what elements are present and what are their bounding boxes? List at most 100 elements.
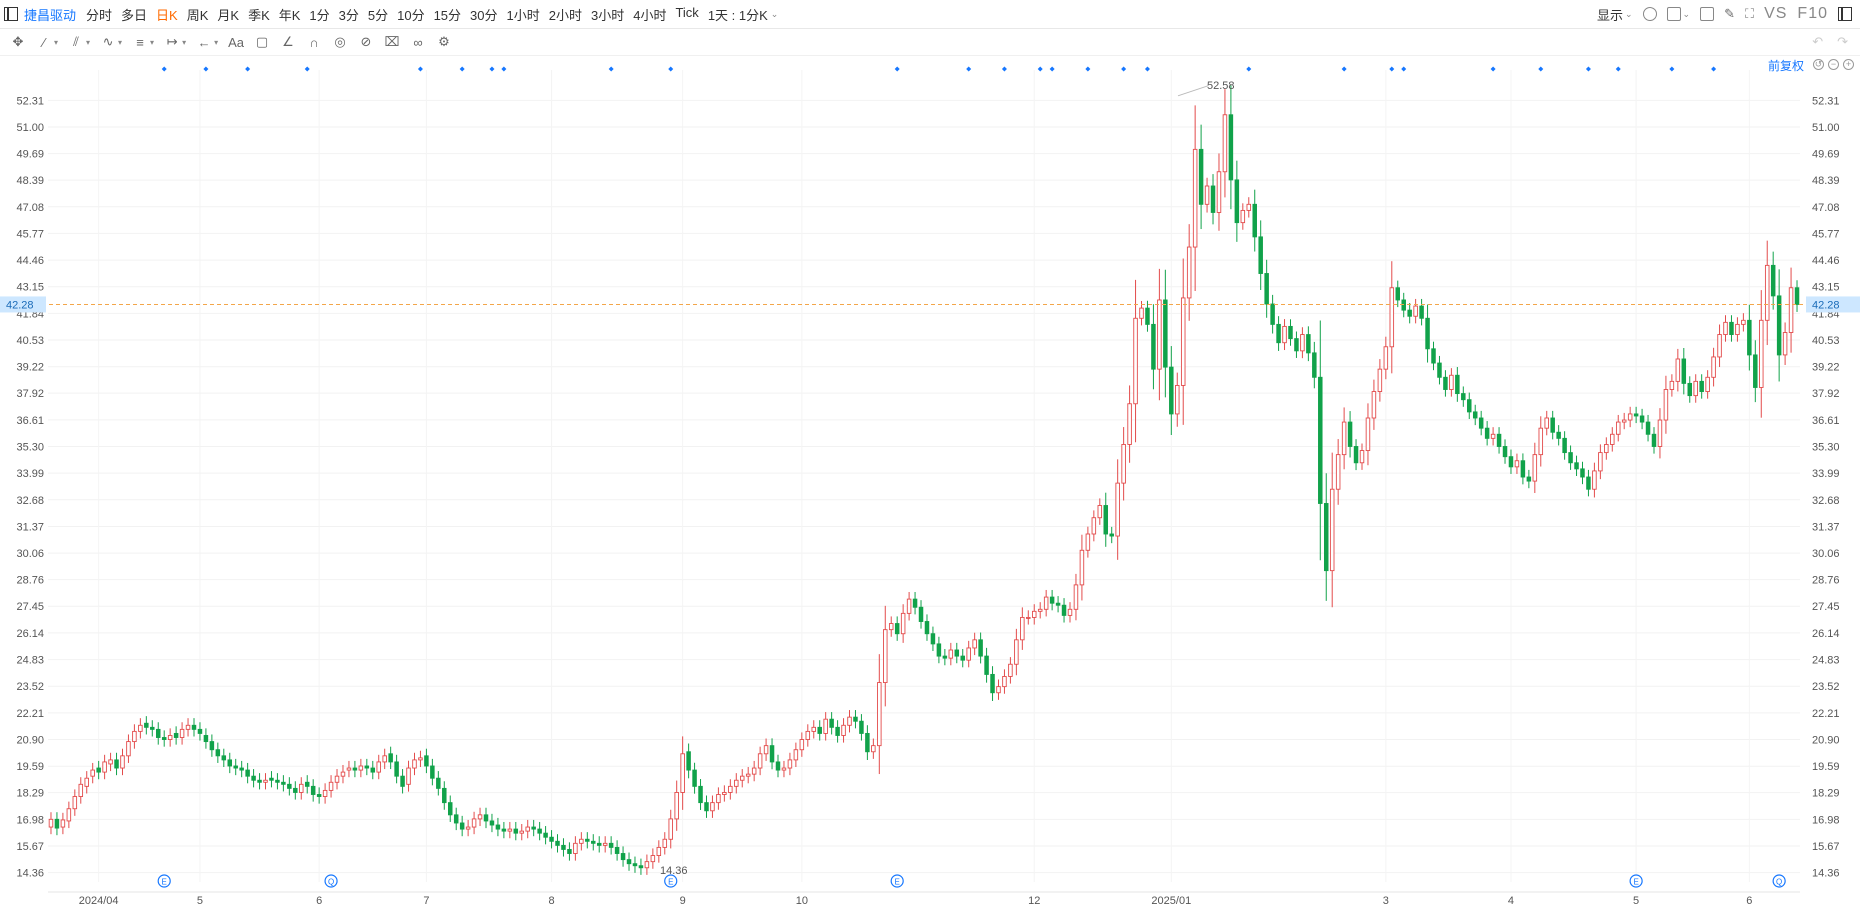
delete-tool[interactable]: ⌧: [384, 34, 400, 50]
x-tick-label: 3: [1383, 895, 1389, 907]
vs-button[interactable]: VS: [1764, 5, 1788, 22]
y-tick-label-left: 26.14: [16, 628, 44, 640]
candle-body: [1568, 452, 1573, 464]
candle-body: [1425, 317, 1430, 350]
event-marker-label: E: [895, 878, 900, 887]
candle-body: [596, 842, 602, 846]
period-tab[interactable]: 1分: [309, 7, 330, 23]
event-marker-label: E: [1633, 878, 1638, 887]
magnet-tool[interactable]: ∩: [306, 34, 322, 50]
stock-name[interactable]: 捷昌驱动: [24, 7, 77, 23]
camera-icon[interactable]: [1700, 7, 1715, 21]
candle-body: [805, 730, 811, 740]
candle-body: [948, 649, 954, 659]
period-tab[interactable]: 3分: [338, 7, 359, 23]
candle-body: [591, 840, 596, 844]
candle-body: [775, 761, 781, 771]
dividend-marker: [1144, 66, 1150, 72]
period-tab[interactable]: 2小时: [548, 7, 582, 23]
line-tool[interactable]: ∕ ▾: [36, 34, 58, 50]
candle-body: [471, 818, 477, 828]
pencil-icon[interactable]: ✎: [1724, 6, 1735, 21]
fullscreen-icon[interactable]: ⛶: [1744, 6, 1755, 21]
channel-tool[interactable]: ⫽ ▾: [68, 34, 90, 50]
period-tab[interactable]: 4小时: [633, 7, 667, 23]
candle-body: [912, 598, 918, 608]
arrow-tool[interactable]: ← ▾: [196, 34, 219, 50]
period-tab[interactable]: 多日: [121, 7, 148, 23]
candle-body: [1669, 380, 1675, 390]
wave-icon: ∿: [102, 34, 114, 49]
zoom-in-icon[interactable]: +: [1843, 59, 1854, 70]
undo-icon[interactable]: ↶: [1812, 34, 1824, 49]
candlestick-chart[interactable]: 52.31 52.31 51.00 51.00 49.69 49.69 48.39 48.39…: [0, 60, 1860, 912]
y-tick-label-left: 39.22: [16, 362, 44, 374]
period-tab[interactable]: 5分: [367, 7, 389, 23]
candle-body: [436, 777, 441, 789]
candle-body: [1764, 264, 1770, 321]
candle-body: [1759, 319, 1764, 388]
candle-body: [495, 824, 501, 830]
candle-body: [1592, 470, 1597, 490]
period-tab[interactable]: 分时: [86, 7, 113, 23]
settings-icon[interactable]: [1642, 7, 1657, 21]
candle-body: [1347, 421, 1353, 447]
fib-tool[interactable]: ≡ ▾: [132, 34, 154, 50]
comment-tool[interactable]: ▢: [254, 34, 270, 50]
candle-body: [1323, 503, 1329, 572]
period-tab[interactable]: 1小时: [506, 7, 540, 23]
dividend-marker: [668, 66, 674, 72]
candle-body: [942, 655, 948, 659]
y-tick-label-left: 22.21: [16, 708, 44, 720]
layout-icon: [1666, 7, 1681, 21]
period-tab[interactable]: 季K: [248, 7, 270, 23]
period-tab[interactable]: 月K: [217, 7, 240, 23]
f10-button[interactable]: F10: [1797, 5, 1828, 22]
candle-body: [1419, 305, 1424, 319]
zoom-out-icon[interactable]: −: [1828, 59, 1839, 70]
chevron-down-icon: ▾: [54, 37, 59, 47]
candle-body: [114, 759, 119, 769]
measure-tool[interactable]: ↦ ▾: [164, 34, 186, 50]
candle-body: [352, 767, 358, 771]
candle-body: [251, 775, 256, 781]
dividend-marker: [1037, 66, 1043, 72]
period-tab[interactable]: 周K: [186, 7, 209, 23]
period-tab[interactable]: 日K: [156, 7, 178, 23]
y-tick-label-left: 15.67: [16, 841, 44, 853]
period-tab[interactable]: 年K: [278, 7, 301, 23]
candle-body: [1043, 596, 1049, 610]
candle-body: [1252, 203, 1257, 238]
period-tab[interactable]: Tick: [675, 4, 699, 20]
right-panel-toggle-icon[interactable]: [1838, 7, 1852, 21]
layout-menu[interactable]: ⌄: [1666, 7, 1691, 21]
period-tab[interactable]: 3小时: [590, 7, 625, 23]
redo-icon[interactable]: ↷: [1837, 34, 1848, 49]
text-tool[interactable]: Aa: [228, 35, 244, 50]
wave-tool[interactable]: ∿ ▾: [100, 34, 122, 50]
candle-body: [1288, 325, 1293, 340]
period-tab[interactable]: 10分: [397, 7, 425, 23]
move-tool[interactable]: ✥: [10, 34, 26, 50]
period-tab[interactable]: 15分: [433, 7, 462, 23]
candle-body: [537, 828, 542, 834]
candle-body: [287, 783, 292, 789]
candle-body: [1073, 584, 1079, 610]
angle-tool[interactable]: ∠: [280, 34, 296, 50]
reset-icon[interactable]: ↺: [1813, 59, 1824, 70]
link-tool[interactable]: ∞: [410, 34, 426, 50]
drawing-settings-tool[interactable]: ⚙: [436, 34, 452, 50]
price-adjust-toggle[interactable]: 前复权: [1767, 59, 1804, 73]
period-select[interactable]: 1天 : 1分K ⌄: [708, 5, 779, 24]
x-tick-label: 12: [1028, 895, 1040, 907]
event-marker-label: E: [162, 878, 167, 887]
candle-body: [859, 720, 864, 734]
sidebar-toggle-icon[interactable]: [4, 7, 18, 21]
display-menu[interactable]: 显示 ⌄: [1597, 5, 1633, 24]
chevron-down-icon: ⌄: [1682, 8, 1691, 19]
lock-tool[interactable]: ◎: [332, 34, 348, 50]
chevron-down-icon: ⌄: [1624, 8, 1633, 19]
chevron-down-icon: ▾: [214, 37, 219, 47]
period-tab[interactable]: 30分: [470, 7, 498, 23]
hide-tool[interactable]: ⊘: [358, 34, 374, 50]
